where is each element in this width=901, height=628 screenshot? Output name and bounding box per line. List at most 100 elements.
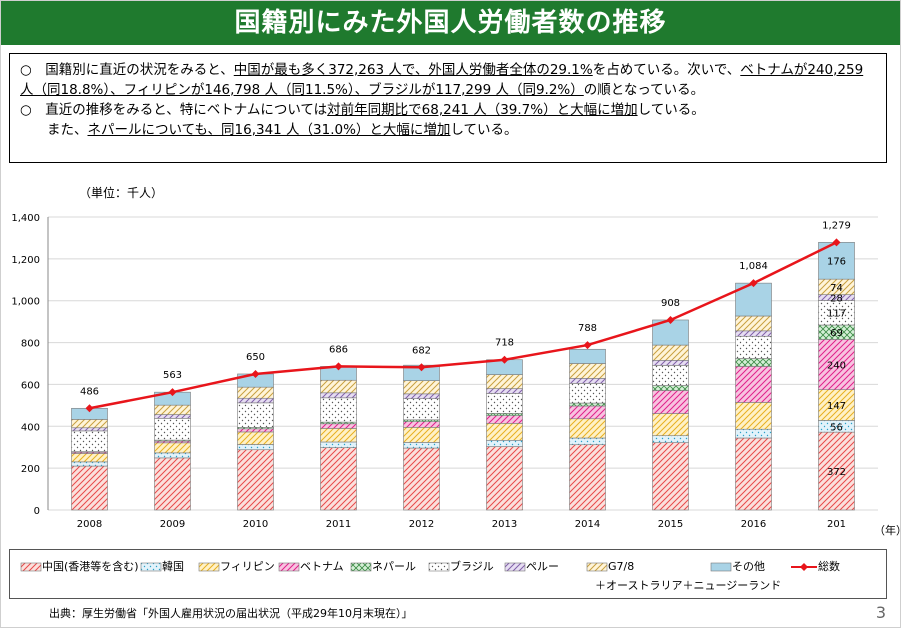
bar-segment-2010-2 — [237, 431, 274, 445]
bar-segment-2009-5 — [154, 418, 191, 441]
bar-segment-2008-2 — [71, 453, 108, 463]
x-tick-label: 2012 — [409, 519, 434, 530]
summary-paragraph-1: ○ 国籍別に直近の状況をみると、中国が最も多く372,263 人で、外国人労働者… — [20, 60, 876, 100]
total-value-label: 1,279 — [822, 220, 851, 231]
bar-value-label: 69 — [830, 328, 843, 339]
total-point — [334, 362, 343, 371]
bar-segment-2015-5 — [652, 365, 689, 386]
bar-segment-2012-6 — [403, 393, 440, 399]
bar-value-label: 372 — [827, 467, 846, 478]
bar-segment-2013-0 — [486, 446, 523, 511]
bar-segment-2011-1 — [320, 441, 357, 448]
bar-segment-2017-3 — [818, 339, 855, 390]
y-tick-label: 1,200 — [11, 255, 40, 266]
y-tick-label: 600 — [21, 380, 40, 391]
legend-swatch — [20, 562, 42, 572]
total-value-label: 1,084 — [739, 261, 768, 272]
total-value-label: 650 — [246, 352, 265, 363]
legend-swatch — [140, 562, 162, 572]
bar-segment-2010-6 — [237, 397, 274, 404]
legend-item: ネパール — [350, 560, 416, 574]
legend-label: ネパール — [372, 560, 416, 573]
summary-text: ○ 直近の推移をみると、特にベトナムについては — [20, 102, 328, 118]
bar-segment-2010-5 — [237, 402, 274, 428]
bar-value-label: 147 — [827, 401, 846, 412]
slide-title: 国籍別にみた外国人労働者数の推移 — [1, 1, 900, 45]
legend-item: ブラジル — [428, 560, 494, 574]
bar-segment-2011-5 — [320, 397, 357, 423]
bar-segment-2009-0 — [154, 457, 191, 511]
x-tick-label: 2009 — [160, 519, 185, 530]
legend-label: G7/8 — [608, 560, 635, 573]
bar-segment-2014-8 — [569, 348, 606, 364]
bar-segment-2015-3 — [652, 390, 689, 414]
legend-item: G7/8 — [586, 560, 634, 574]
total-value-label: 908 — [661, 298, 680, 309]
summary-text: ○ 国籍別に直近の状況をみると、 — [20, 62, 234, 78]
total-point — [666, 315, 675, 324]
x-tick-label: 2016 — [741, 519, 766, 530]
bar-segment-2013-5 — [486, 393, 523, 414]
legend-label: フィリピン — [220, 560, 275, 573]
total-line — [89, 241, 838, 410]
bar-segment-2017-0 — [818, 431, 855, 511]
summary-highlight: ネパールについても、同16,341 人（31.0%）と大幅に増加 — [87, 122, 451, 138]
y-tick-label: 1,000 — [11, 297, 40, 308]
x-tick-label: 2015 — [658, 519, 683, 530]
bar-segment-2012-1 — [403, 442, 440, 449]
bar-segment-2015-7 — [652, 344, 689, 361]
bar-value-label: 117 — [827, 309, 846, 320]
total-value-label: 718 — [495, 338, 514, 349]
legend-swatch — [504, 562, 526, 572]
bar-segment-2014-3 — [569, 405, 606, 420]
x-unit-label: （年） — [874, 523, 900, 537]
bar-segment-2016-1 — [735, 428, 772, 439]
bar-segment-2016-2 — [735, 402, 772, 430]
x-tick-label: 2010 — [243, 519, 268, 530]
total-point — [168, 388, 177, 397]
bar-segment-2008-5 — [71, 430, 108, 452]
summary-box: ○ 国籍別に直近の状況をみると、中国が最も多く372,263 人で、外国人労働者… — [9, 53, 887, 163]
summary-text: の順となっている。 — [583, 82, 705, 98]
bar-segment-2013-3 — [486, 415, 523, 424]
bar-segment-2016-0 — [735, 437, 772, 511]
x-tick-label: 201 — [827, 519, 846, 530]
bar-value-label: 176 — [827, 257, 846, 268]
bar-segment-2015-1 — [652, 435, 689, 443]
bar-segment-2013-7 — [486, 374, 523, 389]
x-tick-label: 2013 — [492, 519, 517, 530]
bar-segment-2017-5 — [818, 300, 855, 326]
bar-segment-2014-7 — [569, 363, 606, 379]
stacked-bar-chart: （単位：千人） 0 200 400 600 800 1,000 1,200 1,400 372 56… — [11, 185, 900, 537]
x-tick-label: 2011 — [326, 519, 351, 530]
summary-paragraph-2: ○ 直近の推移をみると、特にベトナムについては対前年同期比で68,241 人（3… — [20, 100, 876, 120]
bar-segment-2014-4 — [569, 402, 606, 407]
legend-swatch — [278, 562, 300, 572]
bar-segment-2017-2 — [818, 389, 855, 421]
legend-label: ブラジル — [450, 560, 494, 573]
total-point — [85, 404, 94, 413]
bar-segment-2015-0 — [652, 442, 689, 511]
bar-segment-2011-0 — [320, 447, 357, 511]
total-point — [832, 238, 841, 247]
bar-value-label: 240 — [827, 361, 846, 372]
legend-swatch — [791, 563, 817, 571]
source-note: 出典：厚生労働省「外国人雇用状況の届出状況（平成29年10月末現在）」 — [49, 607, 413, 620]
bar-segment-2013-4 — [486, 413, 523, 416]
summary-paragraph-3: また、ネパールについても、同16,341 人（31.0%）と大幅に増加している。 — [20, 120, 876, 140]
bar-segment-2012-0 — [403, 447, 440, 511]
legend-swatch — [586, 562, 608, 572]
legend-item-total: 総数 — [790, 560, 840, 574]
bar-segment-2010-7 — [237, 386, 274, 399]
bar-segment-2008-7 — [71, 419, 108, 429]
bar-segment-2011-2 — [320, 428, 357, 443]
chart-legend: ＋オーストラリア＋ニュージーランド 中国(香港等を含む) 韓国 フィリピン ベトナム ネ… — [9, 549, 887, 599]
legend-item: フィリピン — [198, 560, 275, 574]
bar-segment-2009-7 — [154, 404, 191, 415]
total-value-label: 788 — [578, 323, 597, 334]
summary-text: また、 — [20, 122, 88, 138]
legend-swatch — [428, 562, 450, 572]
bar-segment-2016-5 — [735, 335, 772, 359]
bar-segment-2016-3 — [735, 366, 772, 403]
